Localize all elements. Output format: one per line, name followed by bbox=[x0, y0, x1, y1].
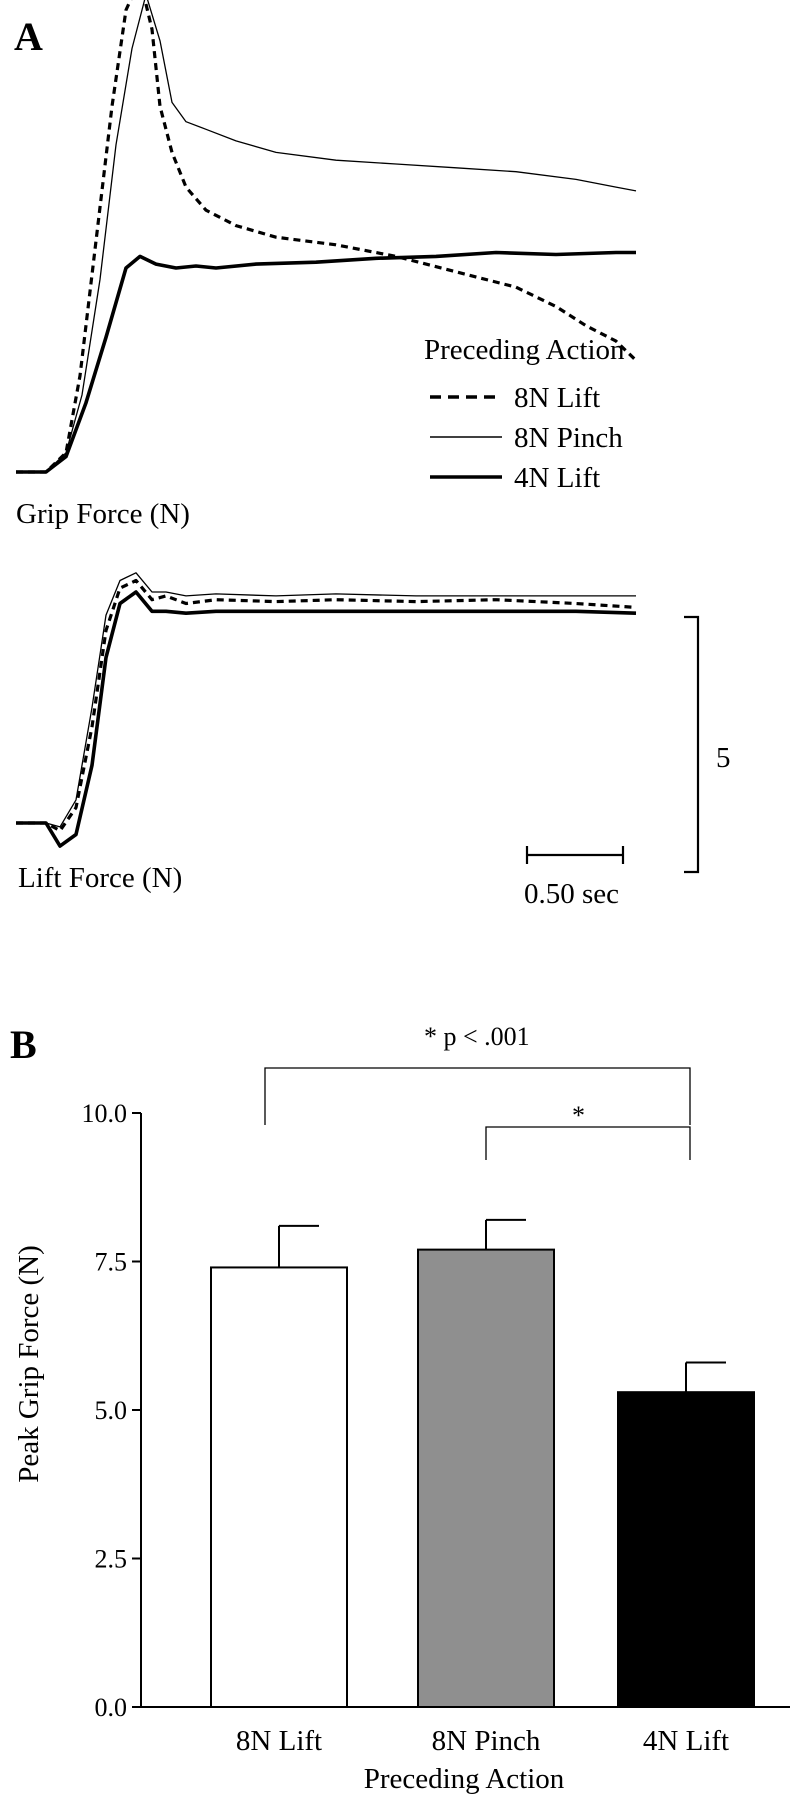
panel-b-letter: B bbox=[10, 1022, 37, 1067]
bar-8n-lift bbox=[210, 1266, 348, 1708]
x-tick-labels: 8N Lift 8N Pinch 4N Lift bbox=[236, 1725, 729, 1757]
lift-force-label: Lift Force (N) bbox=[18, 862, 182, 894]
grip-trace-thick bbox=[16, 250, 636, 474]
legend: Preceding Action 8N Lift 8N Pinch 4N Lif… bbox=[424, 334, 625, 494]
bar-8n-pinch bbox=[417, 1248, 555, 1708]
y-tick-label: 7.5 bbox=[95, 1248, 128, 1277]
legend-label-4n-lift: 4N Lift bbox=[514, 462, 600, 494]
bar-4n-lift bbox=[617, 1391, 755, 1709]
grip-trace-dashed bbox=[16, 0, 638, 474]
panel-b: B * p < .001 * 0.02.55.07.510.0 8N Lift 8… bbox=[10, 1022, 790, 1795]
y-tick-label: 2.5 bbox=[95, 1545, 128, 1574]
y-tick-label: 10.0 bbox=[82, 1099, 128, 1128]
force-scale-bar: 5 bbox=[684, 615, 731, 874]
significance-brackets: * p < .001 * bbox=[264, 1022, 691, 1160]
legend-label-8n-pinch: 8N Pinch bbox=[514, 422, 623, 454]
y-axis-label: Peak Grip Force (N) bbox=[13, 1245, 45, 1483]
grip-force-traces bbox=[16, 0, 638, 474]
x-axis-label: Preceding Action bbox=[364, 1763, 565, 1795]
panel-a: A Grip Force (N) Lift Force (N) Precedin… bbox=[14, 0, 731, 910]
y-tick-label: 0.0 bbox=[95, 1693, 128, 1722]
grip-trace-thin bbox=[16, 0, 637, 473]
legend-title: Preceding Action bbox=[424, 334, 625, 366]
bars bbox=[210, 1218, 755, 1709]
y-tick-labels: 0.0 2.5 5.0 7.5 10.0 bbox=[82, 1099, 128, 1722]
x-tick-label: 8N Lift bbox=[236, 1725, 322, 1757]
force-scale-label: 5 bbox=[716, 742, 731, 774]
significance-label-second: * bbox=[572, 1101, 585, 1130]
lift-trace-thick bbox=[16, 590, 637, 848]
time-scale-bar: 0.50 sec bbox=[524, 846, 625, 910]
x-tick-label: 4N Lift bbox=[643, 1725, 729, 1757]
lift-force-traces bbox=[16, 572, 637, 848]
lift-trace-thin bbox=[16, 572, 636, 828]
significance-label-main: * p < .001 bbox=[424, 1022, 530, 1051]
grip-force-label: Grip Force (N) bbox=[16, 498, 190, 530]
legend-label-8n-lift: 8N Lift bbox=[514, 382, 600, 414]
y-tick-label: 5.0 bbox=[95, 1396, 128, 1425]
panel-a-letter: A bbox=[14, 14, 43, 59]
lift-trace-dashed bbox=[16, 578, 637, 833]
time-scale-label: 0.50 sec bbox=[524, 878, 619, 910]
x-tick-label: 8N Pinch bbox=[432, 1725, 541, 1757]
